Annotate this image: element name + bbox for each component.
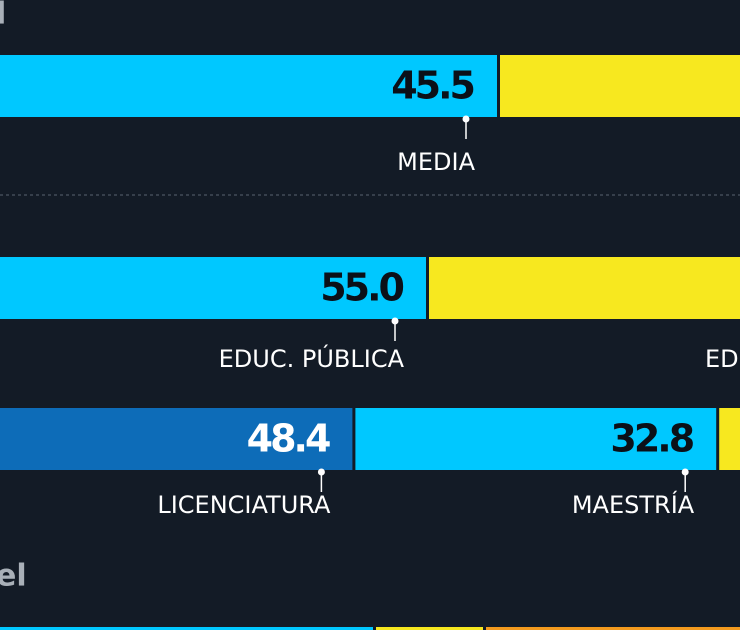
section-heading: el — [0, 559, 27, 594]
value-label: 48.4 — [247, 417, 330, 461]
bar-segment-rest — [500, 55, 740, 117]
segment-label: MEDIA — [397, 148, 475, 176]
label-pointer-dot — [681, 468, 689, 476]
label-pointer-dot — [391, 317, 399, 325]
bar-segment — [0, 55, 497, 117]
bar-segment — [0, 408, 353, 470]
bar-segment-rest — [719, 408, 740, 470]
label-pointer-dot — [462, 115, 470, 123]
value-label: 32.8 — [610, 417, 693, 461]
label-pointer-dot — [317, 468, 325, 476]
bar-segment-rest — [429, 257, 740, 319]
cropped-bar — [486, 627, 740, 630]
segment-label: EDU — [705, 345, 740, 373]
cropped-bar — [376, 627, 483, 630]
value-label: 45.5 — [391, 64, 473, 108]
bar-segment — [0, 257, 426, 319]
value-label: 55.0 — [320, 266, 403, 310]
segment-label: EDUC. PÚBLICA — [219, 343, 405, 373]
section-heading: l — [0, 0, 6, 32]
segment-label: LICENCIATURA — [157, 491, 331, 519]
bar-segment — [355, 408, 717, 470]
cropped-bar — [0, 627, 373, 630]
segment-label: MAESTRÍA — [572, 490, 695, 519]
